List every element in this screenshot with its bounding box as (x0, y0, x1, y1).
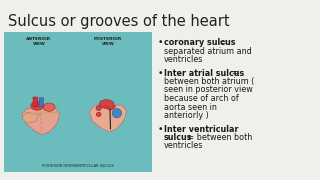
Text: Inter ventricular: Inter ventricular (164, 125, 238, 134)
Text: POSTERIOR INTERVENTRICULAR SULCUS: POSTERIOR INTERVENTRICULAR SULCUS (42, 164, 114, 168)
Text: ANTERIOR
VIEW: ANTERIOR VIEW (27, 37, 52, 46)
FancyBboxPatch shape (39, 98, 44, 107)
Text: coronary sulcus: coronary sulcus (164, 38, 236, 47)
Text: •: • (158, 38, 164, 47)
Text: = between both: = between both (185, 133, 252, 142)
Text: separated atrium and: separated atrium and (164, 46, 252, 55)
FancyBboxPatch shape (33, 97, 38, 107)
FancyBboxPatch shape (4, 32, 152, 172)
Polygon shape (89, 105, 127, 132)
Text: anteriorly ): anteriorly ) (164, 111, 209, 120)
Text: •: • (158, 125, 164, 134)
Ellipse shape (96, 112, 101, 117)
Polygon shape (22, 112, 40, 123)
Ellipse shape (43, 103, 55, 111)
Text: Sulcus or grooves of the heart: Sulcus or grooves of the heart (8, 14, 230, 29)
Text: sulcus: sulcus (164, 133, 193, 142)
Ellipse shape (99, 100, 114, 109)
Polygon shape (22, 106, 60, 135)
Text: ventricles: ventricles (164, 55, 204, 64)
Text: =: = (231, 69, 238, 78)
Text: ventricles: ventricles (164, 141, 204, 150)
Text: between both atrium (: between both atrium ( (164, 77, 254, 86)
Text: seen in posterior view: seen in posterior view (164, 86, 253, 94)
Text: •: • (158, 69, 164, 78)
Ellipse shape (96, 106, 101, 111)
Ellipse shape (112, 109, 122, 118)
Text: because of arch of: because of arch of (164, 94, 239, 103)
Text: aorta seen in: aorta seen in (164, 102, 217, 111)
Text: Inter atrial sulcus: Inter atrial sulcus (164, 69, 244, 78)
Text: POSTERIOR
VIEW: POSTERIOR VIEW (94, 37, 122, 46)
Ellipse shape (31, 101, 44, 110)
Text: =: = (217, 38, 226, 47)
